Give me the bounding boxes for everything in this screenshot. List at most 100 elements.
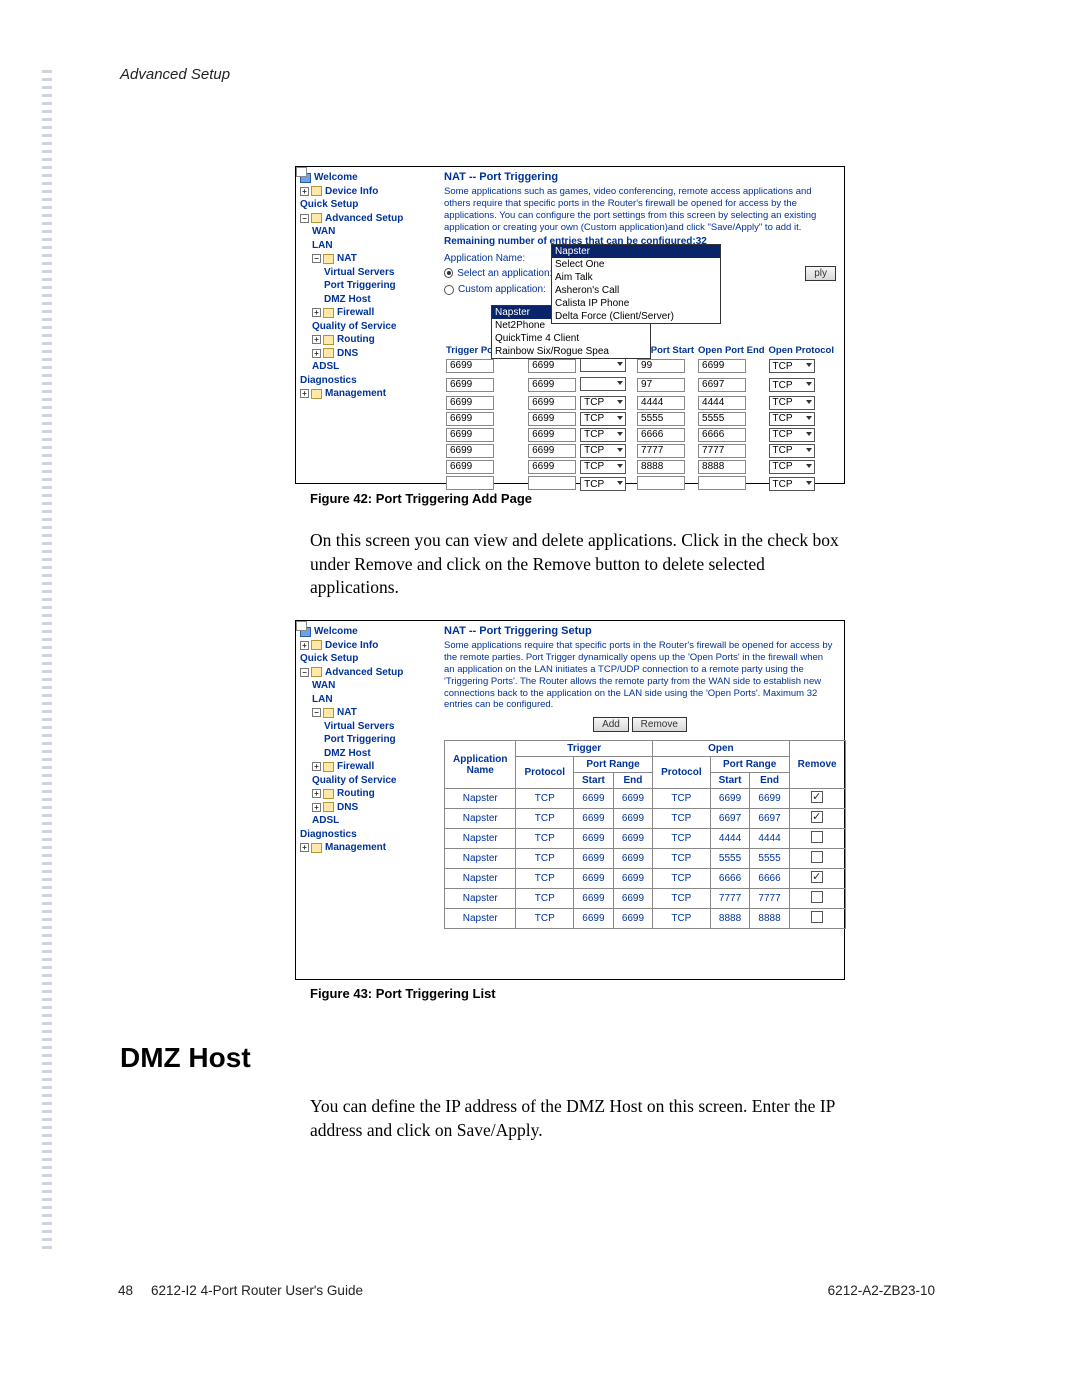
tree-dmz-host[interactable]: DMZ Host	[300, 747, 427, 761]
dropdown-option[interactable]: Delta Force (Client/Server)	[552, 310, 720, 323]
tree-firewall[interactable]: +Firewall	[300, 306, 427, 320]
open-protocol-select[interactable]: TCP	[769, 359, 815, 373]
expand-icon[interactable]: +	[312, 308, 321, 317]
dropdown-option[interactable]: Rainbow Six/Rogue Spea	[492, 345, 650, 358]
trigger-protocol-select[interactable]: TCP	[580, 412, 626, 426]
tree-dmz-host[interactable]: DMZ Host	[300, 293, 427, 307]
dropdown-option[interactable]: Napster	[552, 245, 720, 258]
expand-icon[interactable]: +	[300, 187, 309, 196]
trigger-input[interactable]: 6699	[528, 396, 576, 410]
tree-quick-setup[interactable]: Quick Setup	[300, 652, 427, 666]
open-protocol-select[interactable]: TCP	[769, 378, 815, 392]
trigger-port-start-input[interactable]: 6699	[446, 460, 494, 474]
expand-icon[interactable]: +	[300, 641, 309, 650]
application-dropdown-list[interactable]: Napster Select One Aim Talk Asheron's Ca…	[551, 244, 721, 324]
open-port-end-input[interactable]: 8888	[698, 460, 746, 474]
trigger-protocol-select[interactable]: TCP	[580, 396, 626, 410]
open-protocol-select[interactable]: TCP	[769, 412, 815, 426]
open-port-start-input[interactable]: 97	[637, 378, 685, 392]
trigger-input[interactable]	[528, 476, 576, 490]
trigger-input[interactable]: 6699	[528, 412, 576, 426]
trigger-port-start-input[interactable]: 6699	[446, 378, 494, 392]
expand-icon[interactable]: +	[312, 335, 321, 344]
open-protocol-select[interactable]: TCP	[769, 477, 815, 491]
tree-device-info[interactable]: +Device Info	[300, 185, 427, 199]
expand-icon[interactable]: +	[312, 349, 321, 358]
trigger-port-start-input[interactable]	[446, 476, 494, 490]
remove-checkbox[interactable]	[811, 811, 823, 823]
expand-icon[interactable]: +	[300, 389, 309, 398]
tree-adsl[interactable]: ADSL	[300, 360, 427, 374]
save-apply-button[interactable]: ply	[805, 266, 836, 281]
tree-welcome[interactable]: Welcome	[300, 171, 427, 185]
trigger-port-start-input[interactable]: 6699	[446, 444, 494, 458]
tree-qos[interactable]: Quality of Service	[300, 774, 427, 788]
open-port-start-input[interactable]	[637, 476, 685, 490]
remove-checkbox[interactable]	[811, 871, 823, 883]
tree-advanced-setup[interactable]: −Advanced Setup	[300, 212, 427, 226]
trigger-port-start-input[interactable]: 6699	[446, 412, 494, 426]
open-port-end-input[interactable]: 6699	[698, 359, 746, 373]
trigger-protocol-select[interactable]: TCP	[580, 460, 626, 474]
remove-button[interactable]: Remove	[632, 717, 687, 732]
trigger-port-start-input[interactable]: 6699	[446, 396, 494, 410]
trigger-port-start-input[interactable]: 6699	[446, 359, 494, 373]
dropdown-option[interactable]: Aim Talk	[552, 271, 720, 284]
open-port-start-input[interactable]: 8888	[637, 460, 685, 474]
tree-device-info[interactable]: +Device Info	[300, 639, 427, 653]
open-port-start-input[interactable]: 7777	[637, 444, 685, 458]
tree-lan[interactable]: LAN	[300, 239, 427, 253]
trigger-input[interactable]: 6699	[528, 378, 576, 392]
trigger-protocol-select[interactable]	[580, 377, 626, 391]
open-port-end-input[interactable]: 6697	[698, 378, 746, 392]
tree-diagnostics[interactable]: Diagnostics	[300, 828, 427, 842]
trigger-protocol-select[interactable]	[580, 358, 626, 372]
tree-dns[interactable]: +DNS	[300, 801, 427, 815]
dropdown-option[interactable]: Asheron's Call	[552, 284, 720, 297]
open-port-end-input[interactable]: 6666	[698, 428, 746, 442]
trigger-input[interactable]: 6699	[528, 359, 576, 373]
remove-checkbox[interactable]	[811, 791, 823, 803]
tree-qos[interactable]: Quality of Service	[300, 320, 427, 334]
remove-checkbox[interactable]	[811, 831, 823, 843]
tree-routing[interactable]: +Routing	[300, 333, 427, 347]
collapse-icon[interactable]: −	[300, 668, 309, 677]
expand-icon[interactable]: +	[312, 789, 321, 798]
tree-management[interactable]: +Management	[300, 387, 427, 401]
tree-port-triggering[interactable]: Port Triggering	[300, 733, 427, 747]
trigger-input[interactable]: 6699	[528, 460, 576, 474]
tree-lan[interactable]: LAN	[300, 693, 427, 707]
dropdown-option[interactable]: QuickTime 4 Client	[492, 332, 650, 345]
dropdown-option[interactable]: Calista IP Phone	[552, 297, 720, 310]
tree-welcome[interactable]: Welcome	[300, 625, 427, 639]
tree-routing[interactable]: +Routing	[300, 787, 427, 801]
open-port-end-input[interactable]: 4444	[698, 396, 746, 410]
remove-checkbox[interactable]	[811, 851, 823, 863]
open-port-end-input[interactable]: 7777	[698, 444, 746, 458]
add-button[interactable]: Add	[593, 717, 629, 732]
open-port-start-input[interactable]: 6666	[637, 428, 685, 442]
expand-icon[interactable]: +	[312, 803, 321, 812]
collapse-icon[interactable]: −	[300, 214, 309, 223]
tree-nat[interactable]: −NAT	[300, 706, 427, 720]
trigger-port-start-input[interactable]: 6699	[446, 428, 494, 442]
tree-management[interactable]: +Management	[300, 841, 427, 855]
collapse-icon[interactable]: −	[312, 708, 321, 717]
open-port-start-input[interactable]: 99	[637, 359, 685, 373]
trigger-protocol-select[interactable]: TCP	[580, 477, 626, 491]
tree-virtual-servers[interactable]: Virtual Servers	[300, 266, 427, 280]
trigger-protocol-select[interactable]: TCP	[580, 428, 626, 442]
trigger-protocol-select[interactable]: TCP	[580, 444, 626, 458]
tree-wan[interactable]: WAN	[300, 225, 427, 239]
expand-icon[interactable]: +	[300, 843, 309, 852]
tree-firewall[interactable]: +Firewall	[300, 760, 427, 774]
open-protocol-select[interactable]: TCP	[769, 460, 815, 474]
open-port-start-input[interactable]: 5555	[637, 412, 685, 426]
trigger-input[interactable]: 6699	[528, 428, 576, 442]
dropdown-option[interactable]: Select One	[552, 258, 720, 271]
tree-diagnostics[interactable]: Diagnostics	[300, 374, 427, 388]
tree-advanced-setup[interactable]: −Advanced Setup	[300, 666, 427, 680]
tree-quick-setup[interactable]: Quick Setup	[300, 198, 427, 212]
remove-checkbox[interactable]	[811, 891, 823, 903]
collapse-icon[interactable]: −	[312, 254, 321, 263]
